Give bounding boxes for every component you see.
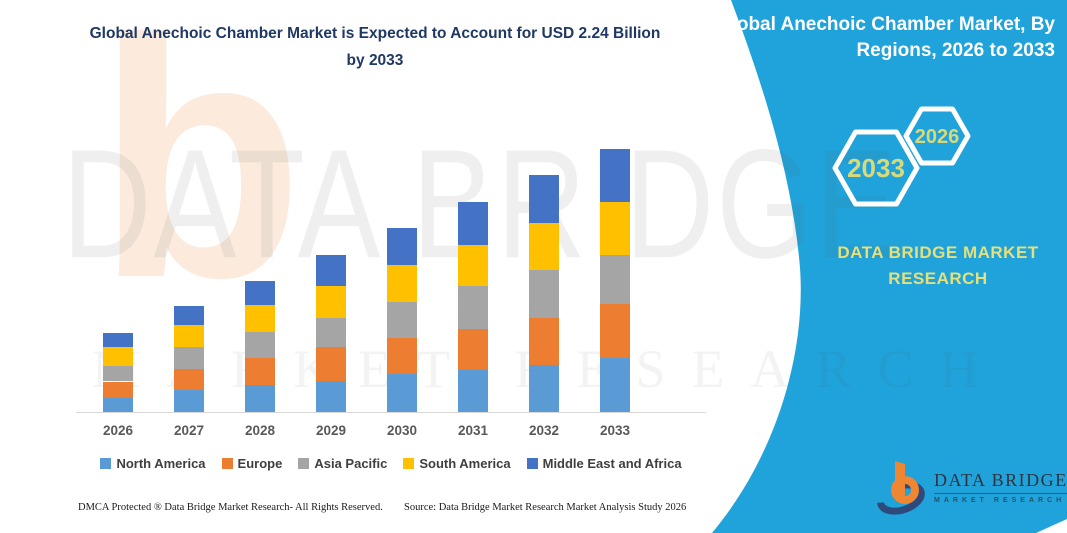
bar-segment-2031-asia-pacific	[458, 286, 488, 329]
x-axis-label-2030: 2030	[386, 423, 418, 438]
bar-segment-2030-south-america	[387, 265, 417, 302]
hexagon-2033-outline	[832, 129, 920, 207]
hexagon-2026-label: 2026	[915, 126, 960, 148]
legend-label: Middle East and Africa	[542, 456, 682, 471]
year-hexagons: 2033 2026	[832, 106, 971, 207]
logo-wordmark: DATA BRIDGE MARKET RESEARCH	[934, 470, 1067, 504]
bar-segment-2033-south-america	[600, 201, 630, 255]
bar-segment-2032-asia-pacific	[529, 269, 559, 319]
logo-tagline: MARKET RESEARCH	[934, 497, 1066, 504]
bar-segment-2027-middle-east-and-africa	[174, 306, 204, 326]
x-axis-label-2032: 2032	[528, 423, 560, 438]
bar-segment-2030-asia-pacific	[387, 301, 417, 339]
legend-swatch	[403, 458, 415, 469]
panel-title: Global Anechoic Chamber Market, By Regio…	[716, 14, 1055, 61]
logo-swoosh	[877, 481, 925, 515]
data-bridge-logo-icon	[877, 461, 925, 515]
legend-item-north-america: North America	[100, 456, 206, 471]
legend-label: South America	[419, 456, 511, 471]
legend-swatch	[526, 458, 538, 469]
panel-corner-notch	[1036, 519, 1067, 533]
bar-segment-2029-north-america	[316, 381, 346, 412]
bar-segment-2032-middle-east-and-africa	[529, 174, 559, 223]
legend-item-middle-east-and-africa: Middle East and Africa	[526, 456, 682, 471]
legend-swatch	[298, 458, 310, 469]
legend-swatch	[100, 458, 112, 469]
legend-item-asia-pacific: Asia Pacific	[298, 456, 387, 471]
bar-segment-2030-middle-east-and-africa	[387, 227, 417, 266]
x-axis-line	[76, 412, 706, 413]
bar-segment-2027-europe	[174, 368, 204, 390]
panel-shape	[712, 0, 1067, 533]
bar-segment-2028-south-america	[245, 305, 275, 333]
bar-segment-2026-asia-pacific	[103, 366, 133, 382]
bar-segment-2028-europe	[245, 358, 275, 385]
bar-segment-2031-south-america	[458, 245, 488, 287]
legend-item-south-america: South America	[403, 456, 511, 471]
hexagon-2033: 2033	[832, 129, 920, 207]
x-axis-label-2033: 2033	[599, 423, 631, 438]
bar-segment-2033-asia-pacific	[600, 254, 630, 304]
x-axis-label-2028: 2028	[244, 423, 276, 438]
legend-label: Europe	[237, 456, 283, 471]
bar-segment-2032-south-america	[529, 223, 559, 270]
bar-segment-2027-asia-pacific	[174, 347, 204, 369]
bar-segment-2026-europe	[103, 381, 133, 398]
bar-segment-2026-north-america	[103, 397, 133, 412]
bar-segment-2031-europe	[458, 328, 488, 370]
bar-segment-2033-middle-east-and-africa	[600, 149, 630, 202]
bar-segment-2029-middle-east-and-africa	[316, 254, 346, 287]
bar-segment-2027-south-america	[174, 325, 204, 348]
logo-b-bowl	[891, 476, 919, 504]
chart-title: Global Anechoic Chamber Market is Expect…	[89, 25, 661, 69]
bar-segment-2028-north-america	[245, 385, 275, 412]
x-axis-label-2027: 2027	[173, 423, 205, 438]
logo-name: DATA BRIDGE	[934, 470, 1067, 494]
hexagon-2026: 2026	[903, 106, 971, 166]
bar-segment-2029-south-america	[316, 286, 346, 319]
legend-swatch	[221, 458, 233, 469]
data-bridge-logo: DATA BRIDGE MARKET RESEARCH	[874, 458, 1067, 516]
panel-brand-text: DATA BRIDGE MARKET RESEARCH	[837, 243, 1039, 288]
bar-segment-2031-north-america	[458, 369, 488, 412]
x-axis-label-2026: 2026	[102, 423, 134, 438]
source-note: Source: Data Bridge Market Research Mark…	[404, 502, 687, 513]
bar-segment-2028-asia-pacific	[245, 332, 275, 358]
bar-segment-2033-europe	[600, 304, 630, 358]
bar-segment-2029-europe	[316, 347, 346, 382]
bar-segment-2032-europe	[529, 318, 559, 366]
dmca-notice: DMCA Protected ® Data Bridge Market Rese…	[78, 502, 383, 513]
x-axis-label-2029: 2029	[315, 423, 347, 438]
x-axis-label-2031: 2031	[457, 423, 489, 438]
hexagon-2033-label: 2033	[847, 153, 905, 183]
bar-segment-2031-middle-east-and-africa	[458, 201, 488, 246]
chart-legend: North America Europe Asia Pacific South Ame…	[78, 456, 704, 471]
bar-segment-2030-europe	[387, 338, 417, 375]
bar-segment-2027-north-america	[174, 389, 204, 412]
bar-segment-2030-north-america	[387, 374, 417, 412]
bar-segment-2033-north-america	[600, 358, 630, 412]
bar-segment-2026-middle-east-and-africa	[103, 333, 133, 348]
legend-item-europe: Europe	[221, 456, 283, 471]
hexagon-2026-outline	[903, 106, 971, 166]
legend-label: North America	[116, 456, 206, 471]
bar-segment-2028-middle-east-and-africa	[245, 280, 275, 306]
bar-segment-2026-south-america	[103, 347, 133, 367]
legend-label: Asia Pacific	[314, 456, 388, 471]
bar-segment-2032-north-america	[529, 365, 559, 412]
bar-segment-2029-asia-pacific	[316, 318, 346, 348]
